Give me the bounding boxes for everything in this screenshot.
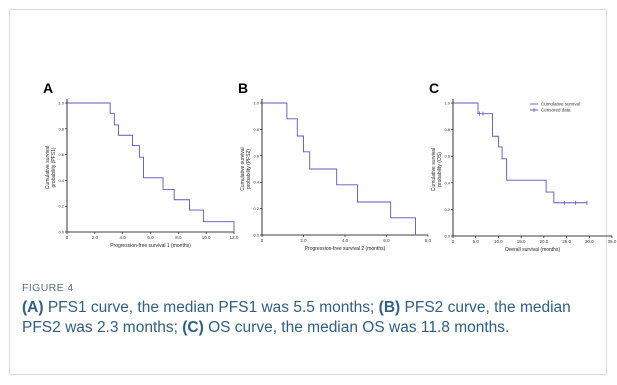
x-tick-label: 10.0 xyxy=(202,235,211,240)
y-axis-label-line: Cumulative survival xyxy=(431,148,437,191)
y-axis-label-line: probability (PFS1) xyxy=(51,147,57,187)
y-axis-label: Cumulative survivalprobability (PFS1) xyxy=(45,146,57,189)
km-panel-a: A 0.0 0.2 0.4 0.6 0.8 1.0 0 2.0 4.0 6.0 8.0 10.0 12.0… xyxy=(43,80,239,249)
x-tick-label: 2.0 xyxy=(92,235,99,240)
y-tick-label: 0.2 xyxy=(444,207,450,212)
x-axis-label: Progression-free survival 2 (months) xyxy=(305,246,386,252)
y-tick-label: 0.8 xyxy=(253,127,259,132)
y-axis-label: Cumulative survivalprobability (OS) xyxy=(431,148,443,191)
caption-text: PFS1 curve, the median PFS1 was 5.5 mont… xyxy=(43,299,379,316)
x-axis-label: Overall survival (months) xyxy=(505,247,561,253)
survival-curve xyxy=(262,102,416,235)
panel-letter: C xyxy=(429,80,439,96)
legend-entry: Censored data xyxy=(541,108,571,113)
x-tick-label: 0 xyxy=(261,238,264,243)
x-tick-label: 12.0 xyxy=(230,235,239,240)
y-tick-label: 0.4 xyxy=(444,180,450,185)
x-tick-label: 8.0 xyxy=(425,238,432,243)
figure-label: FIGURE 4 xyxy=(22,282,74,294)
x-tick-label: 8.0 xyxy=(175,235,182,240)
caption-panel-ref: (A) xyxy=(22,299,44,316)
caption-text: PFS2 curve, the median PFS2 was 2.3 mont… xyxy=(22,299,571,336)
x-tick-label: 0 xyxy=(452,239,455,244)
y-tick-label: 0.6 xyxy=(58,152,64,157)
y-tick-label: 0.4 xyxy=(253,180,259,185)
x-tick-label: 6.0 xyxy=(147,235,154,240)
y-axis-label-line: Cumulative survival xyxy=(45,146,51,189)
y-axis-label: Cumulative survivalprobability (PFS2) xyxy=(240,147,252,190)
y-tick-label: 0.0 xyxy=(58,230,64,235)
y-tick-label: 0.2 xyxy=(253,206,259,211)
survival-curve xyxy=(453,102,588,204)
y-tick-label: 0.6 xyxy=(253,153,259,158)
legend-entry: Cumulative survival xyxy=(541,102,580,107)
x-tick-label: 0 xyxy=(66,235,69,240)
x-tick-label: 4.0 xyxy=(342,238,349,243)
x-tick-label: 6.0 xyxy=(383,238,390,243)
caption-text: OS curve, the median OS was 11.8 months. xyxy=(203,319,510,336)
x-tick-label: 4.0 xyxy=(120,235,127,240)
x-tick-label: 20.0 xyxy=(539,239,548,244)
y-tick-label: 0.8 xyxy=(58,126,64,131)
y-axis-label-line: probability (PFS2) xyxy=(246,149,252,189)
km-panel-c: C 0.0 0.2 0.4 0.6 0.8 1.0 0 5.0 10.0 15.0 20.0 25.0 3… xyxy=(429,80,617,253)
caption-panel-ref: (B) xyxy=(378,299,401,316)
panel-letter: B xyxy=(238,80,248,96)
figure-caption: (A) PFS1 curve, the median PFS1 was 5.5 … xyxy=(22,298,592,338)
x-tick-label: 25.0 xyxy=(562,239,571,244)
y-axis-label-line: Cumulative survival xyxy=(240,147,246,190)
x-tick-label: 35.0 xyxy=(608,239,617,244)
y-tick-label: 0.4 xyxy=(58,178,64,183)
survival-curve xyxy=(67,102,235,232)
y-tick-label: 0.6 xyxy=(444,154,450,159)
y-tick-label: 0.0 xyxy=(444,234,450,239)
x-axis-label: Progression-free survival 1 (months) xyxy=(110,243,191,249)
x-tick-label: 15.0 xyxy=(517,239,526,244)
caption-panel-ref: (C) xyxy=(182,319,204,336)
y-tick-label: 0.0 xyxy=(253,233,259,238)
y-tick-label: 1.0 xyxy=(58,101,64,106)
km-panel-b: B 0.0 0.2 0.4 0.6 0.8 1.0 0 2.0 4.0 6.0 8.0 Progress… xyxy=(238,80,432,252)
y-tick-label: 0.2 xyxy=(58,204,64,209)
x-tick-label: 5.0 xyxy=(473,239,480,244)
x-tick-label: 30.0 xyxy=(585,239,594,244)
x-tick-label: 2.0 xyxy=(300,238,307,243)
x-tick-label: 10.0 xyxy=(494,239,503,244)
y-tick-label: 1.0 xyxy=(253,101,259,106)
y-tick-label: 0.8 xyxy=(444,127,450,132)
figure-frame xyxy=(9,9,607,375)
panel-letter: A xyxy=(43,80,53,96)
y-axis-label-line: probability (OS) xyxy=(437,152,443,187)
y-tick-label: 1.0 xyxy=(444,101,450,106)
